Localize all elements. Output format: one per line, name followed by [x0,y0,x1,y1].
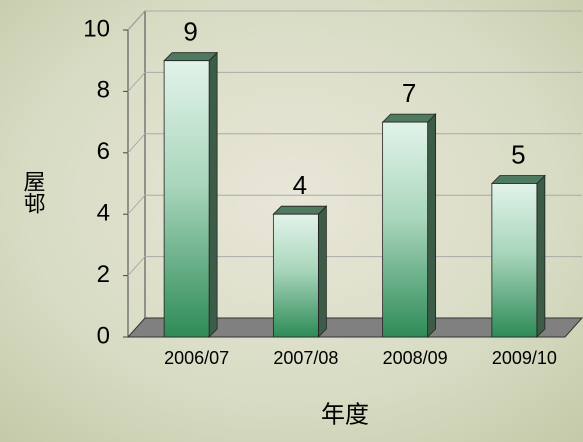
data-label: 7 [402,78,416,108]
data-label: 4 [293,170,307,200]
data-label: 9 [183,17,197,47]
grid-line [127,194,146,215]
y-axis-title: 屋邨 [21,170,46,214]
bar [272,213,319,338]
y-tick-label: 0 [97,322,110,349]
y-tick-label: 2 [97,261,110,288]
bar-top [490,175,546,184]
bar [382,121,429,338]
grid-line [127,256,146,276]
bar-side [208,51,218,338]
bar-top [163,52,219,62]
y-tick-label: 4 [97,200,110,227]
x-tick-label: 2009/10 [492,348,557,368]
y-tick-label: 10 [83,15,110,42]
grid-line [127,10,146,31]
y-tick-label: 6 [97,138,110,165]
bar-side [317,205,327,338]
bar-side [427,113,437,338]
bar-top [272,205,328,215]
x-tick-label: 2007/08 [273,348,338,368]
grid-line [127,133,146,154]
grid-line [127,72,146,92]
bar-side [536,174,546,338]
bar [491,183,538,338]
y-tick-label: 8 [97,77,110,104]
bar-top [381,113,437,123]
data-label: 5 [511,139,525,169]
x-axis-title: 年度 [321,401,369,428]
x-tick-label: 2008/09 [383,348,448,368]
bar [163,60,210,338]
x-tick-label: 2006/07 [164,348,229,368]
